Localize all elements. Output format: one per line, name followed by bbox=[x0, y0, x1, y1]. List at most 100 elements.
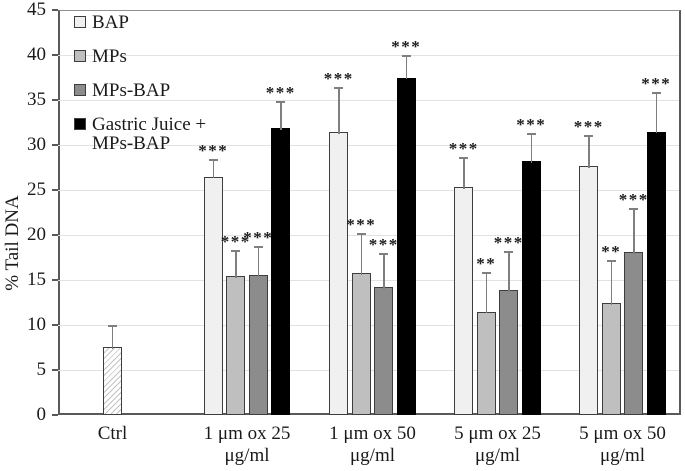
y-tick-10 bbox=[52, 324, 58, 326]
y-tick-label-5: 5 bbox=[36, 359, 47, 380]
y-tick-30 bbox=[52, 144, 58, 146]
significance-marker: *** bbox=[243, 227, 274, 247]
bar-5-m-ox-25-mps-bap bbox=[499, 289, 519, 415]
error-bar-line bbox=[360, 234, 362, 275]
legend-item-bap: BAP bbox=[74, 13, 206, 32]
y-tick-label-25: 25 bbox=[27, 179, 46, 200]
error-bar-line bbox=[463, 157, 465, 190]
y-tick-45 bbox=[52, 9, 58, 11]
bar-5-m-ox-50-mps bbox=[601, 303, 621, 415]
bar-1-m-ox-25-bap bbox=[203, 176, 223, 415]
bar-5-m-ox-25-bap bbox=[454, 187, 474, 415]
bar-1-m-ox-25-mps-bap bbox=[248, 274, 268, 415]
x-axis-label-line: μg/ml bbox=[349, 445, 396, 466]
error-bar-cap bbox=[379, 252, 389, 255]
error-bar-cap bbox=[651, 91, 661, 94]
error-bar-line bbox=[485, 272, 487, 314]
gridline-40 bbox=[58, 55, 679, 56]
error-bar-cap bbox=[401, 54, 411, 57]
bar-1-m-ox-50-mps-bap bbox=[374, 287, 394, 415]
error-bar-line bbox=[405, 55, 407, 80]
significance-marker: *** bbox=[448, 138, 479, 158]
bar-1-m-ox-25-mps bbox=[226, 276, 246, 415]
error-bar-line bbox=[633, 208, 635, 255]
gridline-25 bbox=[58, 190, 679, 191]
x-axis-label-line: 1 μm ox 25 bbox=[203, 423, 291, 444]
error-bar-cap bbox=[276, 100, 286, 103]
legend-label-line: MPs-BAP bbox=[92, 133, 171, 154]
y-tick-label-15: 15 bbox=[27, 269, 46, 290]
x-axis-label-5-m-ox-50: 5 μm ox 50 μg/ml bbox=[553, 423, 685, 467]
bar-1-m-ox-25-gastric-juice-mps-bap bbox=[271, 127, 291, 415]
x-axis-label-1-m-ox-25: 1 μm ox 25 μg/ml bbox=[177, 423, 317, 467]
error-bar-cap bbox=[606, 260, 616, 263]
significance-marker: *** bbox=[641, 73, 672, 93]
significance-marker: *** bbox=[573, 117, 604, 136]
legend-item-mps: MPs bbox=[74, 47, 206, 66]
legend-swatch-bap bbox=[74, 16, 86, 28]
significance-marker: ** bbox=[601, 242, 622, 262]
legend: BAP MPs MPs-BAP Gastric Juice + MPs-BAP bbox=[74, 13, 206, 153]
legend-item-mps-bap: MPs-BAP bbox=[74, 81, 206, 100]
significance-marker: *** bbox=[493, 233, 524, 253]
significance-marker: *** bbox=[516, 115, 547, 135]
legend-label-line: BAP bbox=[92, 12, 129, 33]
y-tick-40 bbox=[52, 54, 58, 56]
x-axis-label-line: 5 μm ox 50 bbox=[579, 423, 666, 444]
gridline-20 bbox=[58, 235, 679, 236]
y-tick-15 bbox=[52, 279, 58, 281]
error-bar-line bbox=[588, 136, 590, 168]
error-bar-line bbox=[212, 160, 214, 179]
significance-marker: *** bbox=[220, 232, 251, 252]
error-bar-cap bbox=[231, 250, 241, 253]
legend-swatch-gastric-juice-mps-bap bbox=[74, 118, 86, 130]
y-axis-title: % Tail DNA bbox=[2, 195, 23, 291]
legend-label: MPs bbox=[92, 47, 127, 66]
error-bar-cap bbox=[253, 245, 263, 248]
y-tick-label-20: 20 bbox=[27, 224, 46, 245]
x-axis-label-line: Ctrl bbox=[97, 423, 128, 444]
x-axis-label-ctrl: Ctrl bbox=[43, 423, 183, 445]
bar-1-m-ox-50-mps bbox=[351, 272, 371, 415]
legend-label-line: MPs-BAP bbox=[92, 80, 171, 101]
error-bar-line bbox=[257, 246, 259, 277]
error-bar-cap bbox=[334, 87, 344, 90]
y-tick-0 bbox=[52, 414, 58, 416]
legend-swatch-mps-bap bbox=[74, 84, 86, 96]
significance-marker: *** bbox=[198, 141, 229, 161]
error-bar-line bbox=[235, 251, 237, 279]
significance-marker: ** bbox=[476, 253, 497, 273]
y-tick-label-10: 10 bbox=[27, 314, 46, 335]
error-bar-cap bbox=[459, 156, 469, 159]
gridline-30 bbox=[58, 145, 679, 146]
legend-swatch-mps bbox=[74, 50, 86, 62]
x-axis-label-line: 1 μm ox 50 bbox=[329, 423, 416, 444]
gridline-35 bbox=[58, 100, 679, 101]
legend-item-gastric-juice-mps-bap: Gastric Juice + MPs-BAP bbox=[74, 115, 206, 153]
x-axis-label-line: μg/ml bbox=[474, 445, 521, 466]
bar-5-m-ox-25-gastric-juice-mps-bap bbox=[521, 161, 541, 415]
error-bar-line bbox=[280, 101, 282, 130]
error-bar-line bbox=[530, 134, 532, 164]
y-tick-5 bbox=[52, 369, 58, 371]
y-tick-35 bbox=[52, 99, 58, 101]
y-tick-20 bbox=[52, 234, 58, 236]
bar-1-m-ox-50-bap bbox=[329, 132, 349, 415]
x-axis-label-line: 5 μm ox 25 bbox=[454, 423, 541, 444]
error-bar-line bbox=[338, 88, 340, 135]
error-bar-cap bbox=[584, 135, 594, 137]
significance-marker: *** bbox=[346, 215, 377, 235]
x-axis-label-line: μg/ml bbox=[224, 445, 270, 466]
error-bar-cap bbox=[108, 324, 117, 327]
significance-marker: *** bbox=[265, 82, 296, 102]
error-bar-line bbox=[383, 253, 385, 290]
error-bar-cap bbox=[481, 271, 491, 274]
bar-ctrl-ctrl bbox=[103, 346, 122, 415]
error-bar-line bbox=[655, 92, 657, 134]
y-tick-25 bbox=[52, 189, 58, 191]
error-bar-line bbox=[508, 252, 510, 292]
error-bar-line bbox=[610, 261, 612, 306]
x-axis-label-5-m-ox-25: 5 μm ox 25 μg/ml bbox=[428, 423, 568, 467]
bar-5-m-ox-50-gastric-juice-mps-bap bbox=[646, 131, 666, 415]
